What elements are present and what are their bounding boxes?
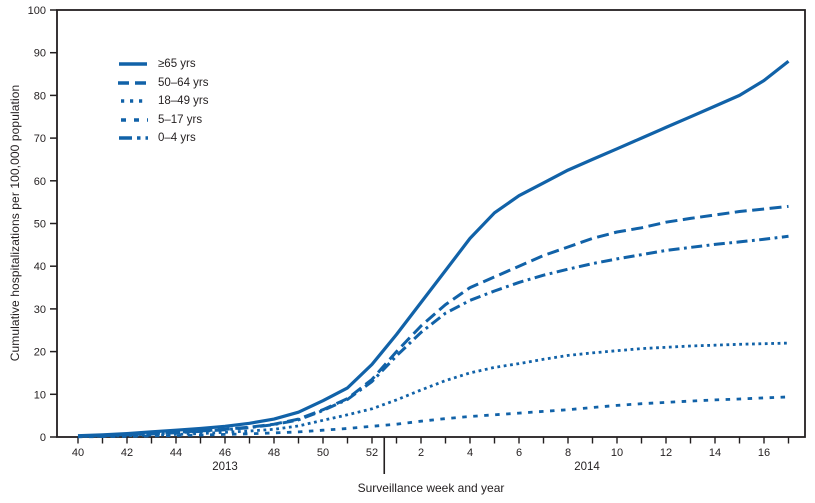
legend: ≥65 yrs 50–64 yrs 18–49 yrs 5–17 yrs 0–4… xyxy=(118,55,209,148)
legend-item-5-17: 5–17 yrs xyxy=(118,111,209,130)
x-tick-label: 10 xyxy=(611,447,623,459)
legend-marker-long-dash-icon xyxy=(118,80,148,85)
y-tick-label: 60 xyxy=(34,176,46,188)
x-tick-label: 2 xyxy=(418,447,424,459)
series-line-5-17 xyxy=(77,395,789,439)
legend-item-0-4: 0–4 yrs xyxy=(118,129,209,148)
y-tick-label: 80 xyxy=(34,90,46,102)
y-tick-label: 100 xyxy=(28,5,46,17)
y-tick-label: 70 xyxy=(34,133,46,145)
legend-label: 0–4 yrs xyxy=(158,132,196,145)
legend-label: 18–49 yrs xyxy=(158,95,209,108)
y-tick-label: 20 xyxy=(34,347,46,359)
x-tick-label: 16 xyxy=(758,447,770,459)
x-tick-label: 4 xyxy=(467,447,473,459)
series-line-65plus xyxy=(77,59,790,438)
series-line-50-64 xyxy=(77,204,789,438)
x-tick-label: 46 xyxy=(219,447,231,459)
x-axis-title: Surveillance week and year xyxy=(357,481,505,495)
legend-label: ≥65 yrs xyxy=(158,58,196,71)
legend-marker-dash-dot-icon xyxy=(119,136,148,141)
x-tick-label: 44 xyxy=(170,447,182,459)
x-tick-label: 12 xyxy=(660,447,672,459)
y-tick-label: 50 xyxy=(34,219,46,231)
legend-marker-dotted-icon xyxy=(121,99,148,104)
x-tick-label: 48 xyxy=(268,447,280,459)
x-tick-label: 42 xyxy=(121,447,133,459)
year-label-2013: 2013 xyxy=(212,461,238,473)
y-tick-label: 30 xyxy=(34,304,46,316)
series-line-0-4 xyxy=(77,234,789,438)
y-tick-label: 10 xyxy=(34,389,46,401)
legend-label: 5–17 yrs xyxy=(158,113,203,126)
legend-item-18-49: 18–49 yrs xyxy=(118,92,209,111)
y-tick-label: 90 xyxy=(34,48,46,60)
legend-item-65plus: ≥65 yrs xyxy=(118,55,209,74)
y-tick-label: 0 xyxy=(40,432,46,444)
x-tick-label: 14 xyxy=(709,447,721,459)
year-label-2014: 2014 xyxy=(574,461,600,473)
y-tick-label: 40 xyxy=(34,261,46,273)
x-tick-label: 50 xyxy=(317,447,329,459)
x-tick-label: 40 xyxy=(72,447,84,459)
x-tick-label: 52 xyxy=(366,447,378,459)
legend-item-50-64: 50–64 yrs xyxy=(118,74,209,93)
series-line-18-49 xyxy=(77,341,789,438)
x-tick-label: 6 xyxy=(516,447,522,459)
legend-marker-solid-line-icon xyxy=(119,62,147,67)
x-tick-label: 8 xyxy=(565,447,571,459)
y-axis-title: Cumulative hospitalizations per 100,000 … xyxy=(8,84,22,362)
legend-label: 50–64 yrs xyxy=(158,76,209,89)
legend-marker-short-dash-icon xyxy=(121,117,148,122)
